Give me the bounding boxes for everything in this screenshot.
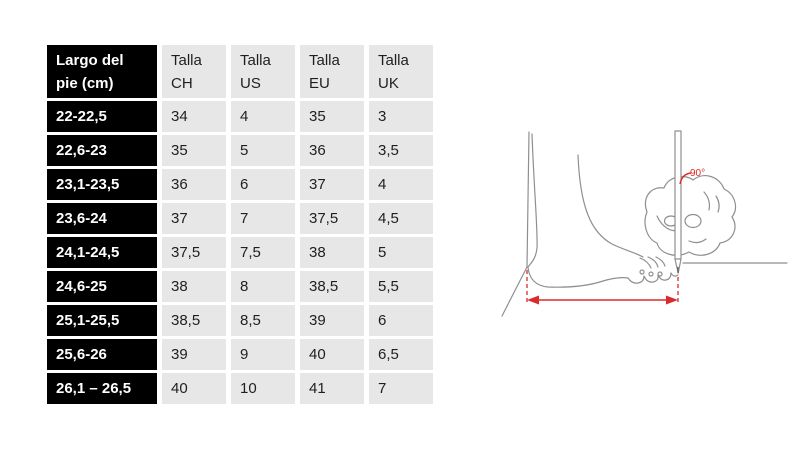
size-uk-cell: 5	[369, 237, 433, 268]
leg-back-line	[527, 133, 538, 268]
size-us-cell: 6	[231, 169, 295, 200]
measure-arrow	[527, 295, 678, 305]
header-line: UK	[378, 74, 399, 92]
pencil-body	[674, 130, 682, 260]
header-talla-eu: Talla EU	[300, 45, 364, 98]
size-ch-cell: 37	[162, 203, 226, 234]
pencil-lead	[676, 266, 679, 274]
toe-nail	[657, 271, 663, 277]
size-uk-cell: 3	[369, 101, 433, 132]
knuckle-crease	[703, 191, 711, 211]
header-line: Talla	[378, 51, 409, 69]
row-label-cell: 24,1-24,5	[47, 237, 157, 268]
size-ch-cell: 35	[162, 135, 226, 166]
size-us-cell: 5	[231, 135, 295, 166]
size-uk-cell: 7	[369, 373, 433, 404]
size-uk-cell: 5,5	[369, 271, 433, 302]
row-label-cell: 23,6-24	[47, 203, 157, 234]
pencil-tip	[674, 258, 682, 274]
size-eu-cell: 35	[300, 101, 364, 132]
size-uk-cell: 4,5	[369, 203, 433, 234]
header-talla-uk: Talla UK	[369, 45, 433, 98]
size-us-cell: 4	[231, 101, 295, 132]
row-label-cell: 25,6-26	[47, 339, 157, 370]
size-eu-cell: 41	[300, 373, 364, 404]
header-talla-ch: Talla CH	[162, 45, 226, 98]
size-eu-cell: 36	[300, 135, 364, 166]
row-label-cell: 26,1 – 26,5	[47, 373, 157, 404]
row-label-cell: 24,6-25	[47, 271, 157, 302]
size-eu-cell: 39	[300, 305, 364, 336]
finger-tip	[684, 213, 702, 229]
size-ch-cell: 40	[162, 373, 226, 404]
angle-arc	[679, 172, 692, 185]
size-ch-cell: 38,5	[162, 305, 226, 336]
pencil	[674, 130, 682, 274]
angle-label: 90°	[690, 168, 705, 179]
size-us-cell: 10	[231, 373, 295, 404]
toe-nail	[648, 271, 654, 277]
toe-nail	[639, 269, 645, 275]
size-us-cell: 8,5	[231, 305, 295, 336]
header-line: CH	[171, 74, 193, 92]
header-line: Largo del	[56, 51, 124, 69]
header-line: EU	[309, 74, 330, 92]
row-label-cell: 25,1-25,5	[47, 305, 157, 336]
size-ch-cell: 37,5	[162, 237, 226, 268]
size-eu-cell: 38	[300, 237, 364, 268]
size-us-cell: 8	[231, 271, 295, 302]
header-line: US	[240, 74, 261, 92]
size-us-cell: 7	[231, 203, 295, 234]
finger-crease	[688, 238, 707, 244]
arrowhead-right	[666, 295, 678, 305]
toes-outline	[627, 272, 679, 284]
size-us-cell: 7,5	[231, 237, 295, 268]
size-ch-cell: 38	[162, 271, 226, 302]
row-label-cell: 22-22,5	[47, 101, 157, 132]
size-eu-cell: 37	[300, 169, 364, 200]
size-us-cell: 9	[231, 339, 295, 370]
header-line: Talla	[309, 51, 340, 69]
knuckle-crease	[715, 195, 720, 213]
size-uk-cell: 6	[369, 305, 433, 336]
size-eu-cell: 38,5	[300, 271, 364, 302]
size-eu-cell: 40	[300, 339, 364, 370]
toe-creases	[639, 256, 666, 269]
size-eu-cell: 37,5	[300, 203, 364, 234]
size-ch-cell: 36	[162, 169, 226, 200]
size-ch-cell: 34	[162, 101, 226, 132]
arrowhead-left	[527, 295, 539, 305]
header-foot-length: Largo del pie (cm)	[47, 45, 157, 98]
header-talla-us: Talla US	[231, 45, 295, 98]
size-uk-cell: 6,5	[369, 339, 433, 370]
wall-line	[501, 131, 530, 317]
leg-front-line	[577, 154, 644, 258]
row-label-cell: 23,1-23,5	[47, 169, 157, 200]
row-label-cell: 22,6-23	[47, 135, 157, 166]
header-line: Talla	[240, 51, 271, 69]
header-line: pie (cm)	[56, 74, 114, 92]
header-line: Talla	[171, 51, 202, 69]
size-uk-cell: 4	[369, 169, 433, 200]
size-uk-cell: 3,5	[369, 135, 433, 166]
size-ch-cell: 39	[162, 339, 226, 370]
foot-measurement-illustration: 90°	[501, 130, 788, 317]
foot-sole-line	[527, 266, 629, 288]
shoe-size-table: Largo del pie (cm) Talla CH Talla US Tal…	[47, 45, 433, 404]
